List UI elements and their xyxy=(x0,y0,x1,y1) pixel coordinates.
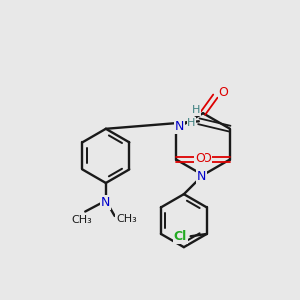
Text: N: N xyxy=(101,196,110,209)
Text: N: N xyxy=(175,120,184,133)
Text: O: O xyxy=(201,152,211,166)
Text: Cl: Cl xyxy=(174,230,187,243)
Text: N: N xyxy=(197,170,206,183)
Text: O: O xyxy=(219,86,229,99)
Text: CH₃: CH₃ xyxy=(116,214,137,224)
Text: CH₃: CH₃ xyxy=(71,215,92,225)
Text: O: O xyxy=(195,152,205,166)
Text: H: H xyxy=(187,118,196,128)
Text: H: H xyxy=(192,105,200,115)
